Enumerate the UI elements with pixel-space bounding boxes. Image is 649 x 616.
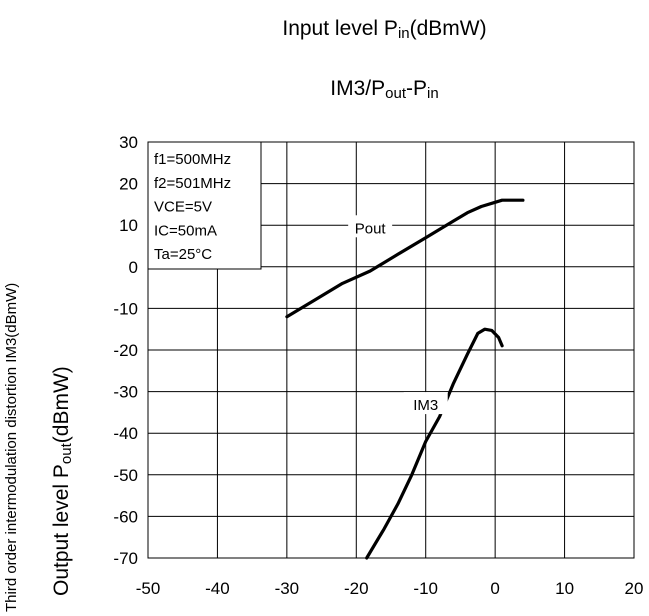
x-tick-label: -20 — [344, 579, 369, 598]
y-tick-label: -40 — [113, 424, 138, 443]
y-tick-label: 20 — [119, 175, 138, 194]
condition-text: IC=50mA — [154, 222, 217, 239]
y-tick-label: -60 — [113, 507, 138, 526]
condition-text: f2=501MHz — [154, 175, 231, 192]
x-tick-label: 10 — [555, 579, 574, 598]
series-line-pout — [285, 198, 525, 319]
series-label-bg — [403, 392, 448, 415]
x-tick-label: -30 — [275, 579, 300, 598]
y-tick-label: -20 — [113, 341, 138, 360]
series-label-pout: Pout — [355, 220, 387, 237]
chart-subtitle: IM3/Pout-Pin — [330, 77, 439, 102]
condition-text: VCE=5V — [154, 199, 212, 216]
y-tick-label: -30 — [113, 383, 138, 402]
y-tick-label: -70 — [113, 549, 138, 568]
y-tick-label: -10 — [113, 299, 138, 318]
series-label-bg — [348, 215, 393, 238]
x-tick-label: -50 — [136, 579, 161, 598]
y-tick-label: 10 — [119, 216, 138, 235]
x-tick-label: -40 — [205, 579, 230, 598]
condition-text: f1=500MHz — [154, 151, 231, 168]
y-tick-label: -50 — [113, 466, 138, 485]
x-tick-label: 0 — [490, 579, 499, 598]
x-tick-label: 20 — [625, 579, 644, 598]
y-tick-label: 30 — [119, 133, 138, 152]
chart-title: Input level Pin(dBmW) — [282, 17, 487, 42]
condition-text: Ta=25°C — [154, 246, 212, 263]
series-line-im3 — [365, 327, 504, 560]
conditions-box — [147, 141, 262, 270]
y-tick-label: 0 — [129, 258, 138, 277]
series-label-im3: IM3 — [413, 397, 438, 414]
x-tick-label: -10 — [413, 579, 438, 598]
